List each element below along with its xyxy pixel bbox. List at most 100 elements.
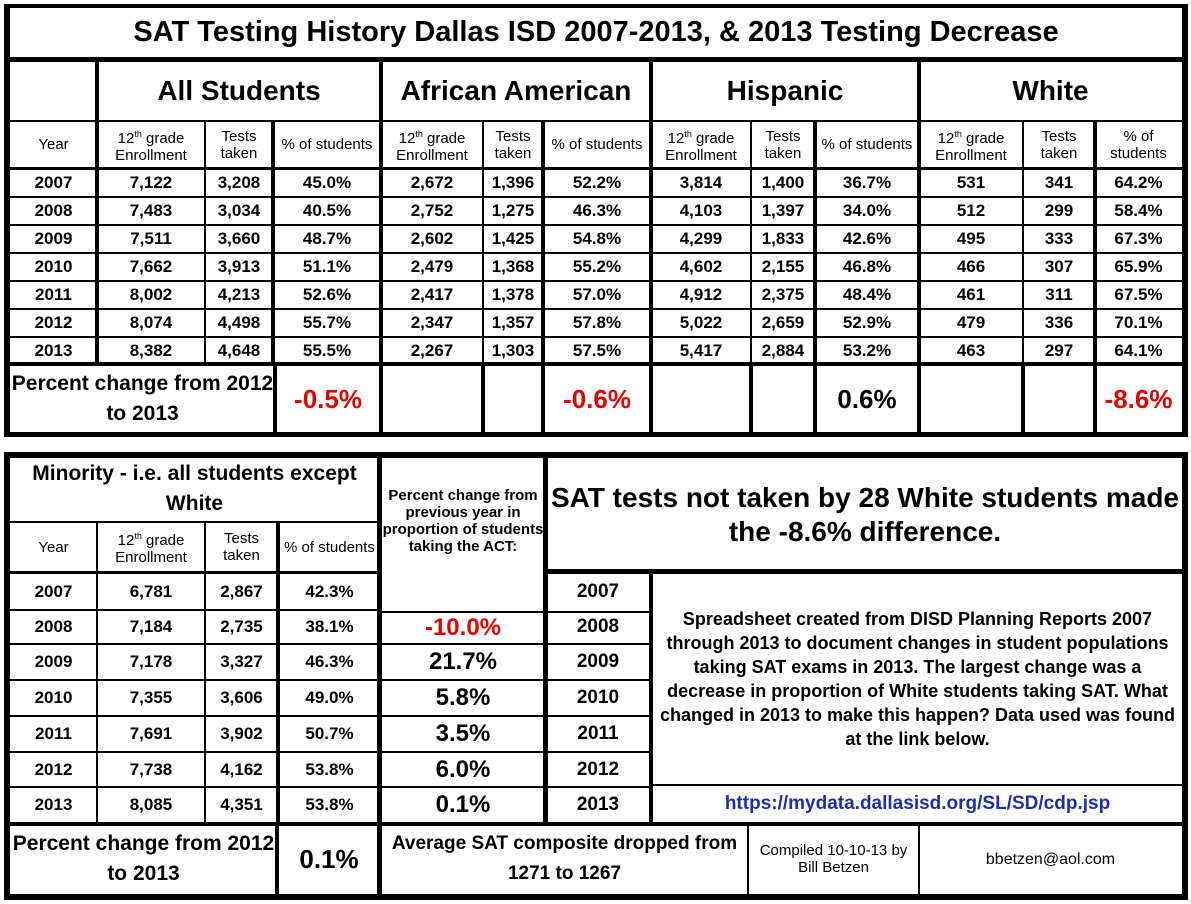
row-line (381, 679, 651, 681)
data-cell: 52.9% (842, 313, 892, 332)
data-cell: 57.0% (572, 285, 622, 304)
enroll-header: 12th grade Enrollment (665, 128, 737, 164)
col-tests: Tests taken (220, 127, 258, 162)
border-left (4, 452, 10, 900)
data-cell: 54.8% (572, 229, 622, 248)
pct-row-line (481, 362, 485, 434)
data-cell: 4,103 (679, 201, 723, 220)
pct-row-line (917, 362, 921, 434)
data-cell: 1,275 (491, 201, 535, 220)
change-year: 2011 (577, 723, 619, 744)
data-cell: 4,498 (217, 313, 261, 332)
data-cell: 1,833 (761, 229, 805, 248)
data-cell: 36.7% (842, 173, 892, 192)
data-cell: 34.0% (842, 201, 892, 220)
data-cell: 45.0% (302, 173, 352, 192)
change-year: 2009 (576, 651, 620, 672)
enroll-header: 12th grade Enrollment (115, 128, 187, 164)
divider (543, 452, 548, 822)
border-top (4, 4, 1187, 8)
border (4, 57, 1187, 62)
border-right (1182, 452, 1188, 900)
data-cell: 2,417 (410, 285, 454, 304)
note-text: Spreadsheet created from DISD Planning R… (659, 609, 1176, 749)
col-pct: % of students (821, 136, 913, 153)
col-pct: % of students (1110, 127, 1167, 162)
data-cell: 1,368 (491, 257, 535, 276)
data-cell: 42.6% (842, 229, 892, 248)
year-cell: 2008 (34, 617, 73, 636)
email-link[interactable]: bbetzen@aol.com (985, 850, 1116, 868)
data-cell: 4,602 (679, 257, 723, 276)
data-cell: 311 (1045, 285, 1073, 304)
data-cell: 531 (956, 173, 986, 192)
data-cell: 52.6% (302, 285, 352, 304)
data-cell: 3,208 (217, 173, 261, 192)
pct-row-line (649, 362, 653, 434)
row-line (4, 609, 381, 611)
data-cell: 341 (1044, 173, 1074, 192)
change-year: 2012 (576, 758, 620, 780)
year-cell: 2012 (34, 313, 73, 332)
col-line (1022, 120, 1024, 366)
data-cell: 3,034 (217, 201, 261, 220)
row-line (381, 715, 651, 717)
group-divider (379, 57, 383, 366)
pct-change-all: -0.5% (294, 383, 362, 414)
row-line (4, 786, 381, 788)
data-cell: 4,162 (220, 759, 263, 779)
row-line (4, 643, 381, 645)
pct-row-line (541, 362, 545, 434)
header-blank (10, 62, 97, 120)
data-cell: 461 (956, 285, 986, 304)
data-cell: 7,511 (130, 229, 172, 248)
change-year: 2007 (576, 581, 620, 602)
col-tests: Tests taken (494, 127, 532, 162)
col-line (747, 822, 749, 894)
headline-border (543, 569, 1182, 574)
data-cell: 1,397 (761, 201, 805, 220)
col-line (918, 822, 920, 894)
col-enrollment: 12th grade Enrollment (97, 523, 205, 571)
year-cell: 2013 (34, 794, 73, 814)
compiled-by: Compiled 10-10-13 by Bill Betzen (759, 842, 908, 876)
data-cell: 7,483 (129, 201, 173, 220)
year-cell: 2013 (34, 340, 73, 360)
data-cell: 57.5% (572, 340, 622, 360)
data-cell: 55.7% (302, 313, 352, 332)
divider (377, 452, 382, 900)
col-line (750, 120, 752, 366)
pct-border (813, 120, 817, 366)
col-line (482, 120, 484, 366)
data-cell: 479 (956, 313, 986, 332)
data-cell: 55.2% (572, 257, 622, 276)
row-line (4, 252, 1187, 254)
data-cell: 3,913 (217, 257, 261, 276)
row-line (4, 571, 381, 574)
data-cell: 42.3% (305, 582, 354, 601)
data-cell: 3,902 (220, 724, 263, 743)
data-cell: 2,155 (761, 257, 805, 276)
data-cell: 3,660 (217, 229, 261, 248)
source-link[interactable]: https://mydata.dallasisd.org/SL/SD/cdp.j… (724, 793, 1111, 814)
col-tests: Tests taken (1040, 127, 1078, 162)
data-cell: 64.1% (1114, 340, 1163, 360)
data-cell: 48.7% (302, 229, 352, 248)
col-year: Year (38, 538, 69, 556)
col-pct: % of students (281, 136, 373, 153)
change-year: 2013 (576, 793, 620, 815)
change-value: -10.0% (424, 614, 502, 641)
col-tests: Tests taken (764, 127, 802, 162)
data-cell: 48.4% (842, 285, 892, 304)
data-cell: 4,648 (217, 340, 261, 360)
data-cell: 67.3% (1114, 229, 1163, 248)
data-cell: 53.8% (305, 794, 354, 814)
group-divider (649, 57, 653, 366)
change-value: 6.0% (435, 755, 491, 783)
data-cell: 7,691 (129, 724, 173, 743)
data-cell: 2,479 (410, 257, 454, 276)
pct-border (271, 120, 275, 366)
border (4, 167, 1187, 170)
border-right (1182, 4, 1188, 437)
data-cell: 7,178 (129, 652, 173, 671)
